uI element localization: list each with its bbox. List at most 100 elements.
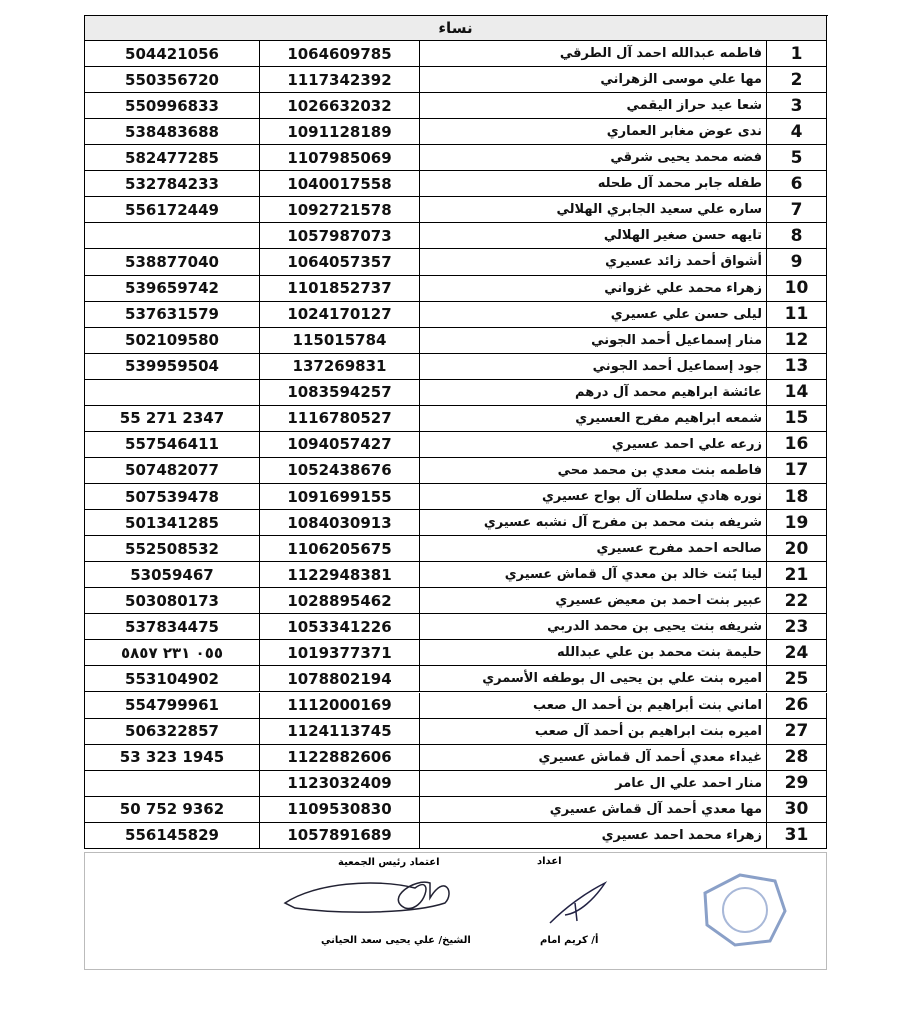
id-number: 1064609785 [260,41,420,68]
phone: 552508532 [85,536,260,563]
row-number: 2 [767,67,827,94]
id-number: 1026632032 [260,93,420,120]
signatures [283,873,787,947]
row-number: 12 [767,327,827,354]
id-number: 1123032409 [260,770,420,797]
phone: 504421056 [85,41,260,68]
row-number: 18 [767,484,827,511]
row-number: 11 [767,301,827,328]
member-name: حليمة بنت محمد بن علي عبدالله [420,640,767,667]
row-number: 7 [767,197,827,224]
member-name: تايهه حسن صغير الهلالي [420,223,767,250]
id-number: 1112000169 [260,692,420,719]
id-number: 1091128189 [260,119,420,146]
row-number: 29 [767,770,827,797]
row-number: 26 [767,692,827,719]
member-name: زهراء محمد احمد عسيري [420,822,767,849]
member-name: لينا بًنت خالد بن معدي آل قماش عسيري [420,562,767,589]
id-number: 1053341226 [260,614,420,641]
member-name: اماني بنت أبراهيم بن أحمد ال صعب [420,692,767,719]
id-number: 1083594257 [260,379,420,406]
row-number: 17 [767,457,827,484]
member-name: مها معدي أحمد آل قماش عسيري [420,796,767,823]
member-name: أشواق أحمد زائد عسيري [420,249,767,276]
row-number: 28 [767,744,827,771]
phone: 556172449 [85,197,260,224]
approver: الشيخ/ علي يحيى سعد الحياني [321,935,471,946]
row-number: 15 [767,405,827,432]
member-name: غيداء معدي أحمد آل قماش عسيري [420,744,767,771]
id-number: 1064057357 [260,249,420,276]
phone: 50 752 9362 [85,796,260,823]
approval-label: اعتماد رئيس الجمعية [338,857,440,868]
member-name: عائشة ابراهيم محمد آل درهم [420,379,767,406]
row-number: 1 [767,41,827,68]
id-number: 1101852737 [260,275,420,302]
member-name: زهراء محمد علي غزواني [420,275,767,302]
member-name: اميره بنت علي بن يحيى ال بوطفه الأسمري [420,666,767,693]
phone: 538483688 [85,119,260,146]
phone: 55 271 2347 [85,405,260,432]
row-number: 30 [767,796,827,823]
id-number: 1122948381 [260,562,420,589]
table-header: نساء [85,16,827,41]
member-name: جود إسماعيل أحمد الجوني [420,353,767,380]
id-number: 1107985069 [260,145,420,172]
phone: 53059467 [85,562,260,589]
phone: 550996833 [85,93,260,120]
member-name: طفله جابر محمد آل طحله [420,171,767,198]
row-number: 14 [767,379,827,406]
phone: 550356720 [85,67,260,94]
member-name: مها علي موسى الزهراني [420,67,767,94]
preparer: أ/ كريم امام [540,935,599,946]
phone: 538877040 [85,249,260,276]
id-number: 115015784 [260,327,420,354]
phone: 532784233 [85,171,260,198]
row-number: 19 [767,510,827,537]
id-number: 1091699155 [260,484,420,511]
row-number: 24 [767,640,827,667]
id-number: 1078802194 [260,666,420,693]
member-name: عبير بنت احمد بن معيض عسيري [420,588,767,615]
phone: 539959504 [85,353,260,380]
phone [85,223,260,250]
member-name: ساره علي سعيد الجابري الهلالي [420,197,767,224]
row-number: 23 [767,614,827,641]
id-number: 1084030913 [260,510,420,537]
phone: 53 323 1945 [85,744,260,771]
id-number: 1028895462 [260,588,420,615]
id-number: 1106205675 [260,536,420,563]
member-name: شريفه بنت يحيى بن محمد الدربي [420,614,767,641]
row-number: 4 [767,119,827,146]
id-number: 1052438676 [260,457,420,484]
row-number: 25 [767,666,827,693]
member-name: زرعه علي احمد عسيري [420,431,767,458]
row-number: 5 [767,145,827,172]
phone: 506322857 [85,718,260,745]
row-number: 16 [767,431,827,458]
phone [85,379,260,406]
member-name: ندى عوض مغابر العماري [420,119,767,146]
member-name: منار احمد علي ال عامر [420,770,767,797]
row-number: 20 [767,536,827,563]
id-number: 1057987073 [260,223,420,250]
phone: 503080173 [85,588,260,615]
phone: 537631579 [85,301,260,328]
id-number: 1094057427 [260,431,420,458]
stamp [703,873,787,947]
row-number: 6 [767,171,827,198]
approver-signature [283,881,450,913]
row-number: 27 [767,718,827,745]
id-number: 137269831 [260,353,420,380]
phone [85,770,260,797]
phone: 537834475 [85,614,260,641]
preparer-signature [549,881,608,924]
prepared-label: اعداد [537,856,562,867]
phone: 553104902 [85,666,260,693]
phone: 501341285 [85,510,260,537]
id-number: 1040017558 [260,171,420,198]
member-name: شريفه بنت محمد بن مفرح آل نشبه عسيري [420,510,767,537]
id-number: 1024170127 [260,301,420,328]
row-number: 3 [767,93,827,120]
row-number: 9 [767,249,827,276]
